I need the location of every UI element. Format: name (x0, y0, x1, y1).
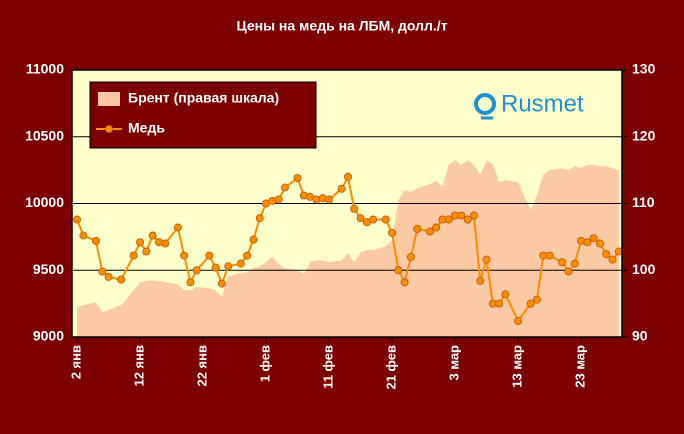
marker (249, 235, 258, 244)
marker (570, 259, 579, 268)
marker (337, 184, 346, 193)
marker (142, 247, 151, 256)
marker (192, 266, 201, 275)
legend-label: Медь (128, 120, 165, 136)
marker (476, 276, 485, 285)
x-tick-label: 11 фев (320, 345, 335, 389)
marker (205, 251, 214, 260)
marker (457, 211, 466, 220)
y-tick-label: 9500 (33, 261, 64, 277)
marker (117, 275, 126, 284)
marker (343, 172, 352, 181)
chart-title: Цены на медь на ЛБМ, долл./т (236, 18, 447, 34)
marker (394, 266, 403, 275)
y2-tick-label: 110 (632, 194, 655, 210)
marker (501, 290, 510, 299)
marker (224, 262, 233, 271)
marker (91, 236, 100, 245)
marker (608, 255, 617, 264)
x-tick-label: 12 янв (131, 345, 146, 387)
legend-swatch (98, 92, 120, 106)
marker (413, 224, 422, 233)
marker (325, 195, 334, 204)
y-tick-label: 10500 (25, 127, 64, 143)
y-tick-label: 9000 (33, 328, 64, 344)
x-tick-label: 13 мар (509, 345, 524, 388)
marker (558, 258, 567, 267)
logo-icon (474, 93, 496, 115)
x-tick-label: 21 фев (383, 345, 398, 390)
y-tick-label: 10000 (25, 194, 64, 210)
marker (532, 295, 541, 304)
marker (217, 279, 226, 288)
marker (136, 238, 145, 247)
x-tick-label: 22 янв (194, 345, 209, 387)
y2-tick-label: 90 (632, 328, 648, 344)
logo-text: Rusmet (501, 90, 584, 117)
marker (173, 223, 182, 232)
marker (79, 231, 88, 240)
marker (583, 238, 592, 247)
marker (369, 215, 378, 224)
marker (161, 239, 170, 248)
x-tick-label: 2 янв (68, 345, 83, 379)
legend-marker (105, 125, 114, 134)
marker (495, 299, 504, 308)
marker (356, 214, 365, 223)
marker (236, 259, 245, 268)
x-tick-label: 1 фев (257, 345, 272, 382)
marker (514, 316, 523, 325)
marker (444, 215, 453, 224)
marker (148, 231, 157, 240)
marker (388, 228, 397, 237)
marker (211, 263, 220, 272)
y2-tick-label: 100 (632, 261, 656, 277)
marker (589, 234, 598, 243)
marker (280, 183, 289, 192)
marker (526, 299, 535, 308)
marker (545, 251, 554, 260)
marker (595, 239, 604, 248)
marker (482, 255, 491, 264)
marker (406, 252, 415, 261)
marker (186, 278, 195, 287)
marker (564, 267, 573, 276)
marker (180, 251, 189, 260)
marker (98, 267, 107, 276)
marker (432, 223, 441, 232)
legend-label: Брент (правая шкала) (128, 90, 279, 106)
marker (274, 195, 283, 204)
marker (469, 211, 478, 220)
x-tick-label: 23 мар (572, 345, 587, 388)
marker (381, 215, 390, 224)
y-tick-label: 11000 (26, 61, 64, 77)
marker (255, 214, 264, 223)
marker (73, 215, 82, 224)
marker (104, 272, 113, 281)
y2-tick-label: 130 (632, 61, 656, 77)
legend (89, 81, 317, 149)
marker (129, 251, 138, 260)
marker (350, 204, 359, 213)
x-tick-label: 3 мар (446, 345, 461, 381)
marker (425, 227, 434, 236)
marker (293, 174, 302, 183)
marker (400, 278, 409, 287)
y2-tick-label: 120 (632, 127, 656, 143)
marker (463, 215, 472, 224)
marker (243, 251, 252, 260)
marker (602, 250, 611, 259)
area (77, 160, 619, 337)
